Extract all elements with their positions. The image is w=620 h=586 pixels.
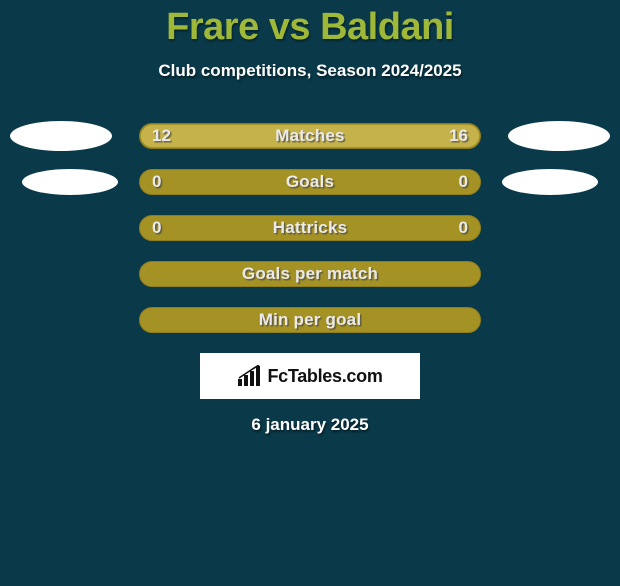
- stat-bar: 1216Matches: [139, 123, 481, 149]
- stat-row: 00Hattricks: [0, 215, 620, 245]
- stat-bar: Min per goal: [139, 307, 481, 333]
- stat-row: Min per goal: [0, 307, 620, 337]
- stat-bar: Goals per match: [139, 261, 481, 287]
- team-left-marker: [10, 121, 112, 151]
- stats-block: 1216Matches 00Goals 00Hattricks Goals per m…: [0, 123, 620, 337]
- stat-row: 00Goals: [0, 169, 620, 199]
- brand-text: FcTables.com: [267, 366, 382, 387]
- stat-bar: 00Goals: [139, 169, 481, 195]
- team-right-marker: [508, 121, 610, 151]
- stat-row: Goals per match: [0, 261, 620, 291]
- brand-box[interactable]: FcTables.com: [200, 353, 420, 399]
- team-left-marker: [22, 169, 118, 195]
- team-right-marker: [502, 169, 598, 195]
- subtitle: Club competitions, Season 2024/2025: [0, 61, 620, 81]
- fctables-logo-icon: [237, 365, 263, 387]
- stat-bar: 00Hattricks: [139, 215, 481, 241]
- stat-row: 1216Matches: [0, 123, 620, 153]
- stat-label: Min per goal: [140, 308, 480, 332]
- stat-label: Goals: [140, 170, 480, 194]
- stat-label: Hattricks: [140, 216, 480, 240]
- date-label: 6 january 2025: [0, 415, 620, 435]
- stat-label: Matches: [140, 124, 480, 148]
- page-title: Frare vs Baldani: [0, 6, 620, 49]
- stat-label: Goals per match: [140, 262, 480, 286]
